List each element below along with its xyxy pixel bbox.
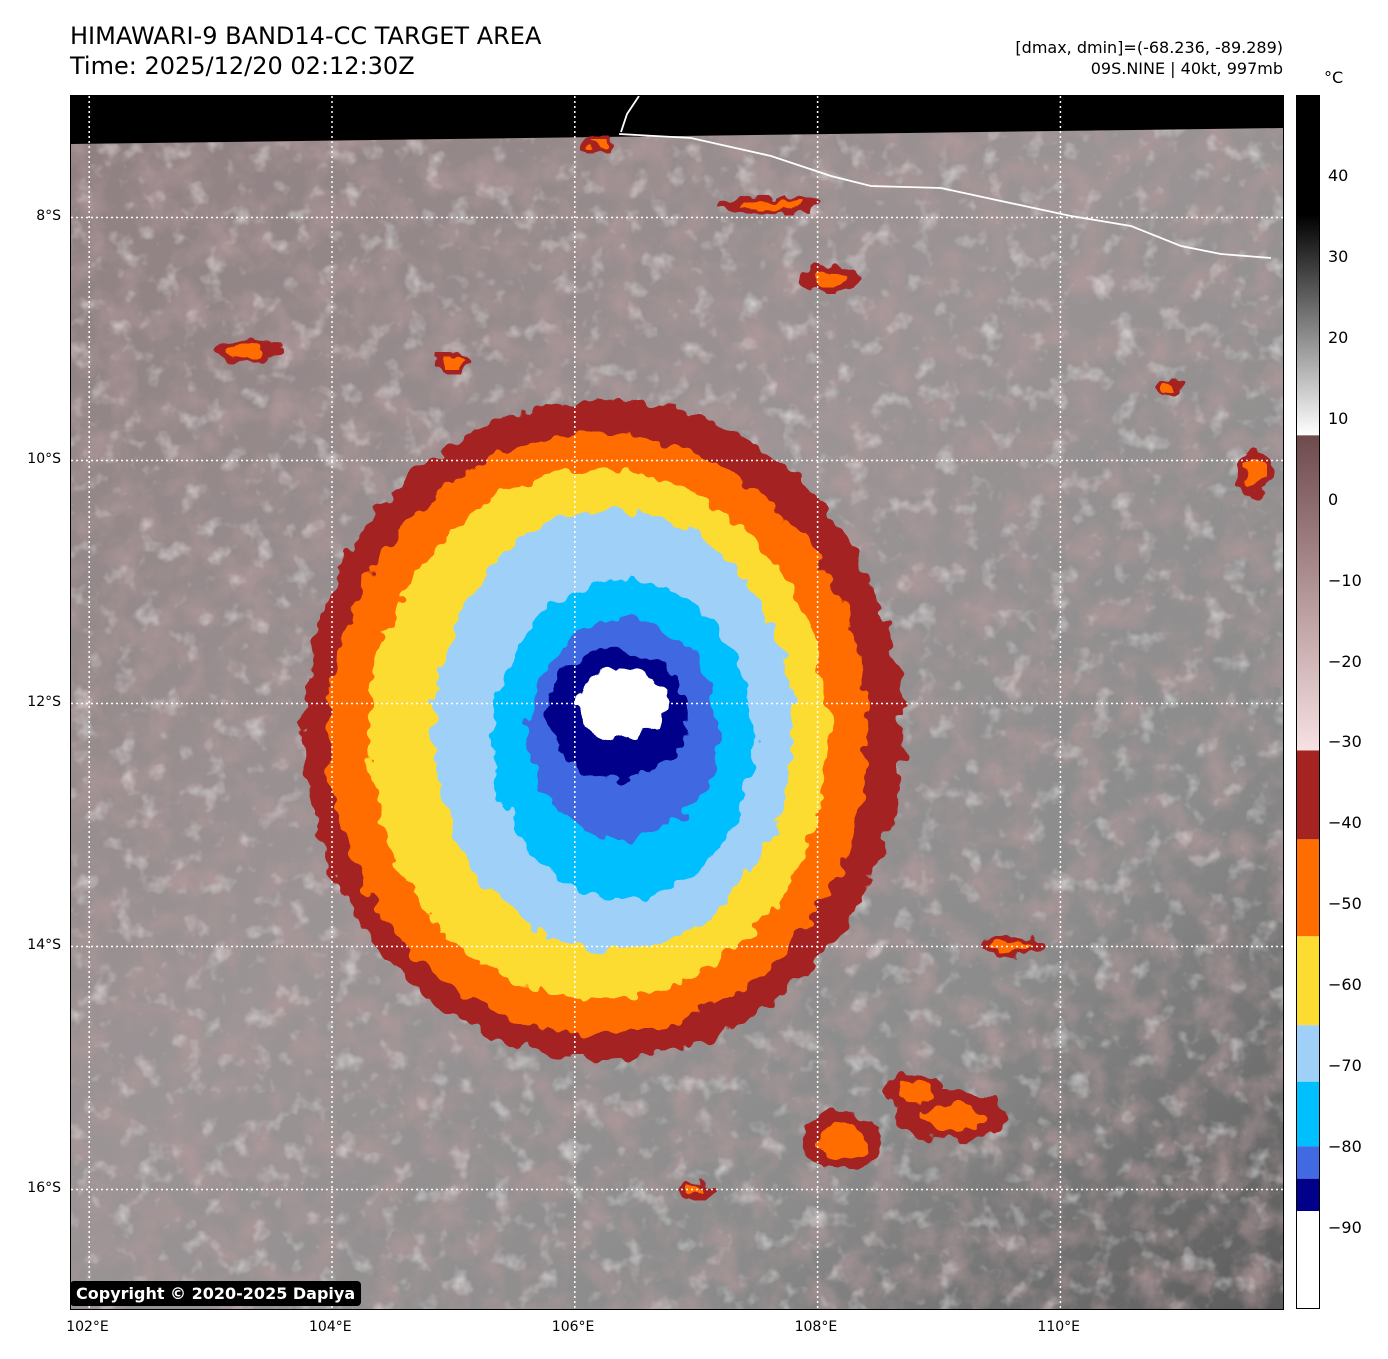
convective-spot (918, 1101, 985, 1132)
convective-spot (587, 139, 612, 150)
colorbar-band (1297, 839, 1319, 937)
storm-cloud-tops (212, 136, 1273, 1200)
core-white (576, 669, 667, 740)
colorbar-tick-label: −40 (1328, 813, 1362, 833)
lat-tick-label: 14°S (27, 936, 61, 953)
colorbar-band (1297, 936, 1319, 1026)
convective-spot (817, 1122, 866, 1159)
dmax-dmin-label: [dmax, dmin]=(-68.236, -89.289) (1015, 38, 1283, 57)
colorbar-band (1297, 96, 1319, 436)
lat-tick-label: 16°S (27, 1179, 61, 1196)
storm-info-label: 09S.NINE | 40kt, 997mb (1090, 59, 1283, 78)
lat-tick-label: 8°S (36, 207, 61, 224)
coastline-north (620, 96, 640, 133)
colorbar-tick-label: 30 (1328, 246, 1349, 266)
colorbar-band (1297, 1146, 1319, 1179)
convective-spot (226, 343, 269, 359)
lon-tick-label: 104°E (309, 1319, 352, 1335)
lon-tick-label: 110°E (1037, 1319, 1080, 1335)
colorbar-tick-label: −70 (1328, 1056, 1362, 1076)
colorbar-tick-label: −90 (1328, 1218, 1362, 1238)
lat-tick-label: 10°S (27, 450, 61, 467)
java-coastline (618, 133, 1272, 259)
colorbar-band (1297, 435, 1319, 751)
chart-title: HIMAWARI-9 BAND14-CC TARGET AREA (70, 22, 542, 50)
lon-tick-label: 102°E (66, 1319, 109, 1335)
colorbar-tick-label: −10 (1328, 570, 1362, 590)
map-canvas (71, 96, 1283, 1309)
no-data-band (71, 96, 1283, 144)
colorbar-tick-label: 20 (1328, 327, 1349, 347)
colorbar-band (1297, 1178, 1319, 1212)
temperature-colorbar (1296, 95, 1320, 1309)
colorbar-tick-label: 0 (1328, 489, 1339, 509)
convective-spot (739, 199, 800, 211)
lat-tick-label: 12°S (27, 693, 61, 710)
colorbar-band (1297, 1025, 1319, 1082)
colorbar-band (1297, 1081, 1319, 1147)
graticule (71, 96, 1283, 1309)
colorbar-tick-label: −20 (1328, 651, 1362, 671)
colorbar-band (1297, 1211, 1319, 1308)
chart-time: Time: 2025/12/20 02:12:30Z (70, 52, 415, 80)
lon-tick-label: 106°E (551, 1319, 595, 1335)
convective-spot (1161, 382, 1179, 393)
colorbar-tick-label: −80 (1328, 1137, 1362, 1157)
colorbar-tick-label: −30 (1328, 732, 1362, 752)
satellite-map (70, 95, 1284, 1310)
lon-tick-label: 108°E (794, 1319, 838, 1335)
colorbar-band (1297, 750, 1319, 840)
colorbar-tick-label: −50 (1328, 894, 1362, 914)
colorbar-tick-label: −60 (1328, 975, 1362, 995)
colorbar-tick-label: 10 (1328, 408, 1349, 428)
colorbar-unit: °C (1324, 68, 1344, 87)
convective-spot (442, 357, 465, 370)
convective-spot (1243, 457, 1266, 488)
convective-spot (811, 269, 848, 287)
copyright-notice: Copyright © 2020-2025 Dapiya (70, 1281, 362, 1306)
convective-spot (896, 1080, 933, 1105)
colorbar-tick-label: 40 (1328, 165, 1349, 185)
